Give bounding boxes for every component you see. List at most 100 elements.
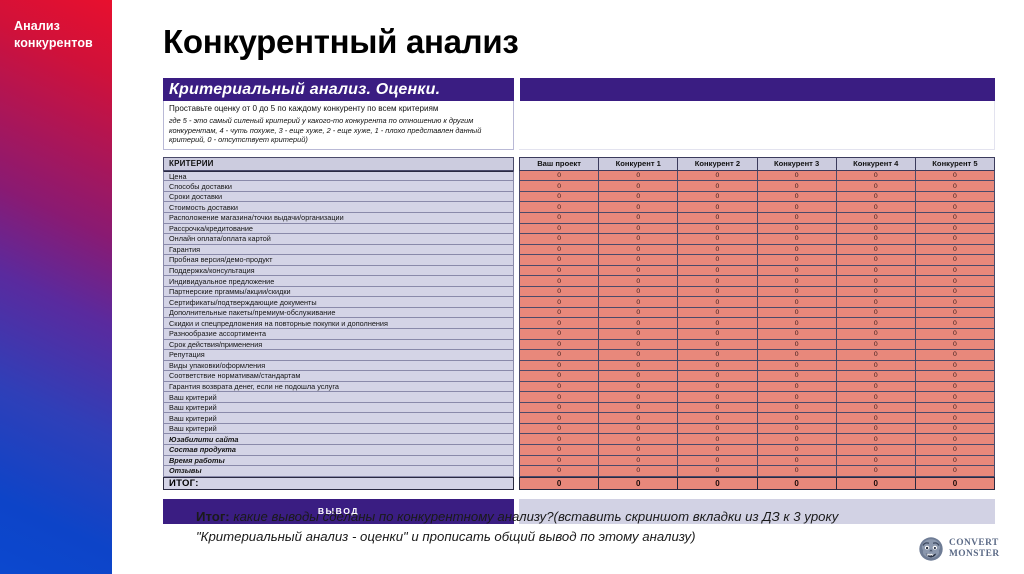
score-cell[interactable]: 0 bbox=[915, 234, 996, 245]
score-cell[interactable]: 0 bbox=[836, 466, 916, 477]
score-cell[interactable]: 0 bbox=[519, 381, 600, 393]
criteria-label-cell[interactable]: Юзабилити сайта bbox=[163, 434, 514, 446]
score-cell[interactable]: 0 bbox=[836, 276, 916, 287]
score-cell[interactable]: 0 bbox=[757, 191, 837, 203]
criteria-label-cell[interactable]: Дополнительные пакеты/премиум-обслуживан… bbox=[163, 307, 514, 319]
score-cell[interactable]: 0 bbox=[757, 371, 837, 382]
score-cell[interactable]: 0 bbox=[678, 202, 758, 213]
score-cell[interactable]: 0 bbox=[599, 191, 679, 203]
score-cell[interactable]: 0 bbox=[599, 181, 679, 192]
score-cell[interactable]: 0 bbox=[678, 392, 758, 403]
score-cell[interactable]: 0 bbox=[678, 255, 758, 266]
score-cell[interactable]: 0 bbox=[519, 360, 600, 372]
score-cell[interactable]: 0 bbox=[757, 170, 837, 182]
score-cell[interactable]: 0 bbox=[757, 276, 837, 287]
criteria-label-cell[interactable]: Репутация bbox=[163, 350, 514, 361]
criteria-label-cell[interactable]: Отзывы bbox=[163, 466, 514, 477]
score-cell[interactable]: 0 bbox=[678, 181, 758, 192]
score-cell[interactable]: 0 bbox=[519, 413, 600, 424]
score-cell[interactable]: 0 bbox=[915, 402, 996, 414]
score-cell[interactable]: 0 bbox=[678, 307, 758, 319]
score-cell[interactable]: 0 bbox=[678, 350, 758, 361]
score-cell[interactable]: 0 bbox=[915, 445, 996, 456]
score-cell[interactable]: 0 bbox=[678, 212, 758, 224]
score-cell[interactable]: 0 bbox=[836, 244, 916, 256]
score-cell[interactable]: 0 bbox=[757, 212, 837, 224]
score-cell[interactable]: 0 bbox=[519, 392, 600, 403]
criteria-label-cell[interactable]: Ваш критерий bbox=[163, 392, 514, 403]
score-cell[interactable]: 0 bbox=[836, 286, 916, 298]
score-cell[interactable]: 0 bbox=[678, 360, 758, 372]
score-cell[interactable]: 0 bbox=[836, 360, 916, 372]
score-cell[interactable]: 0 bbox=[836, 339, 916, 351]
score-cell[interactable]: 0 bbox=[757, 297, 837, 308]
score-cell[interactable]: 0 bbox=[757, 339, 837, 351]
criteria-label-cell[interactable]: Сроки доставки bbox=[163, 191, 514, 203]
score-cell[interactable]: 0 bbox=[599, 244, 679, 256]
criteria-label-cell[interactable]: Рассрочка/кредитование bbox=[163, 223, 514, 235]
score-cell[interactable]: 0 bbox=[599, 265, 679, 277]
score-cell[interactable]: 0 bbox=[757, 445, 837, 456]
score-cell[interactable]: 0 bbox=[519, 445, 600, 456]
score-cell[interactable]: 0 bbox=[678, 434, 758, 446]
score-cell[interactable]: 0 bbox=[915, 339, 996, 351]
score-cell[interactable]: 0 bbox=[519, 170, 600, 182]
score-cell[interactable]: 0 bbox=[915, 381, 996, 393]
score-cell[interactable]: 0 bbox=[836, 170, 916, 182]
score-cell[interactable]: 0 bbox=[836, 212, 916, 224]
criteria-label-cell[interactable]: Онлайн оплата/оплата картой bbox=[163, 234, 514, 245]
score-cell[interactable]: 0 bbox=[915, 202, 996, 213]
score-cell[interactable]: 0 bbox=[599, 360, 679, 372]
score-cell[interactable]: 0 bbox=[757, 423, 837, 435]
score-cell[interactable]: 0 bbox=[599, 212, 679, 224]
criteria-label-cell[interactable]: Срок действия/применения bbox=[163, 339, 514, 351]
score-cell[interactable]: 0 bbox=[678, 329, 758, 340]
criteria-label-cell[interactable]: Виды упаковки/оформления bbox=[163, 360, 514, 372]
score-cell[interactable]: 0 bbox=[915, 223, 996, 235]
criteria-label-cell[interactable]: Время работы bbox=[163, 455, 514, 467]
score-cell[interactable]: 0 bbox=[836, 392, 916, 403]
score-cell[interactable]: 0 bbox=[519, 202, 600, 213]
score-cell[interactable]: 0 bbox=[757, 318, 837, 329]
score-cell[interactable]: 0 bbox=[519, 318, 600, 329]
score-cell[interactable]: 0 bbox=[678, 466, 758, 477]
score-cell[interactable]: 0 bbox=[836, 402, 916, 414]
score-cell[interactable]: 0 bbox=[519, 466, 600, 477]
score-cell[interactable]: 0 bbox=[519, 191, 600, 203]
criteria-label-cell[interactable]: Ваш критерий bbox=[163, 423, 514, 435]
score-cell[interactable]: 0 bbox=[836, 455, 916, 467]
score-cell[interactable]: 0 bbox=[915, 455, 996, 467]
score-cell[interactable]: 0 bbox=[678, 223, 758, 235]
score-cell[interactable]: 0 bbox=[757, 286, 837, 298]
score-cell[interactable]: 0 bbox=[519, 265, 600, 277]
criteria-label-cell[interactable]: Способы доставки bbox=[163, 181, 514, 192]
score-cell[interactable]: 0 bbox=[599, 339, 679, 351]
criteria-label-cell[interactable]: Скидки и спецпредложения на повторные по… bbox=[163, 318, 514, 329]
score-cell[interactable]: 0 bbox=[836, 434, 916, 446]
score-cell[interactable]: 0 bbox=[915, 350, 996, 361]
table-column-header[interactable]: Конкурент 5 bbox=[915, 156, 996, 171]
score-cell[interactable]: 0 bbox=[599, 223, 679, 235]
score-cell[interactable]: 0 bbox=[599, 350, 679, 361]
criteria-label-cell[interactable]: Пробная версия/демо-продукт bbox=[163, 255, 514, 266]
score-cell[interactable]: 0 bbox=[836, 181, 916, 192]
score-cell[interactable]: 0 bbox=[519, 339, 600, 351]
score-cell[interactable]: 0 bbox=[519, 181, 600, 192]
score-cell[interactable]: 0 bbox=[915, 170, 996, 182]
score-cell[interactable]: 0 bbox=[915, 212, 996, 224]
score-cell[interactable]: 0 bbox=[757, 307, 837, 319]
criteria-label-cell[interactable]: Партнерские пргаммы/акции/скидки bbox=[163, 286, 514, 298]
score-cell[interactable]: 0 bbox=[836, 223, 916, 235]
criteria-label-cell[interactable]: Разнообразие ассортимента bbox=[163, 329, 514, 340]
score-cell[interactable]: 0 bbox=[678, 297, 758, 308]
score-cell[interactable]: 0 bbox=[757, 392, 837, 403]
score-cell[interactable]: 0 bbox=[757, 265, 837, 277]
score-cell[interactable]: 0 bbox=[519, 244, 600, 256]
table-column-header[interactable]: Конкурент 4 bbox=[836, 156, 916, 171]
score-cell[interactable]: 0 bbox=[915, 466, 996, 477]
score-cell[interactable]: 0 bbox=[599, 307, 679, 319]
score-cell[interactable]: 0 bbox=[678, 265, 758, 277]
score-cell[interactable]: 0 bbox=[519, 350, 600, 361]
score-cell[interactable]: 0 bbox=[599, 255, 679, 266]
score-cell[interactable]: 0 bbox=[599, 202, 679, 213]
